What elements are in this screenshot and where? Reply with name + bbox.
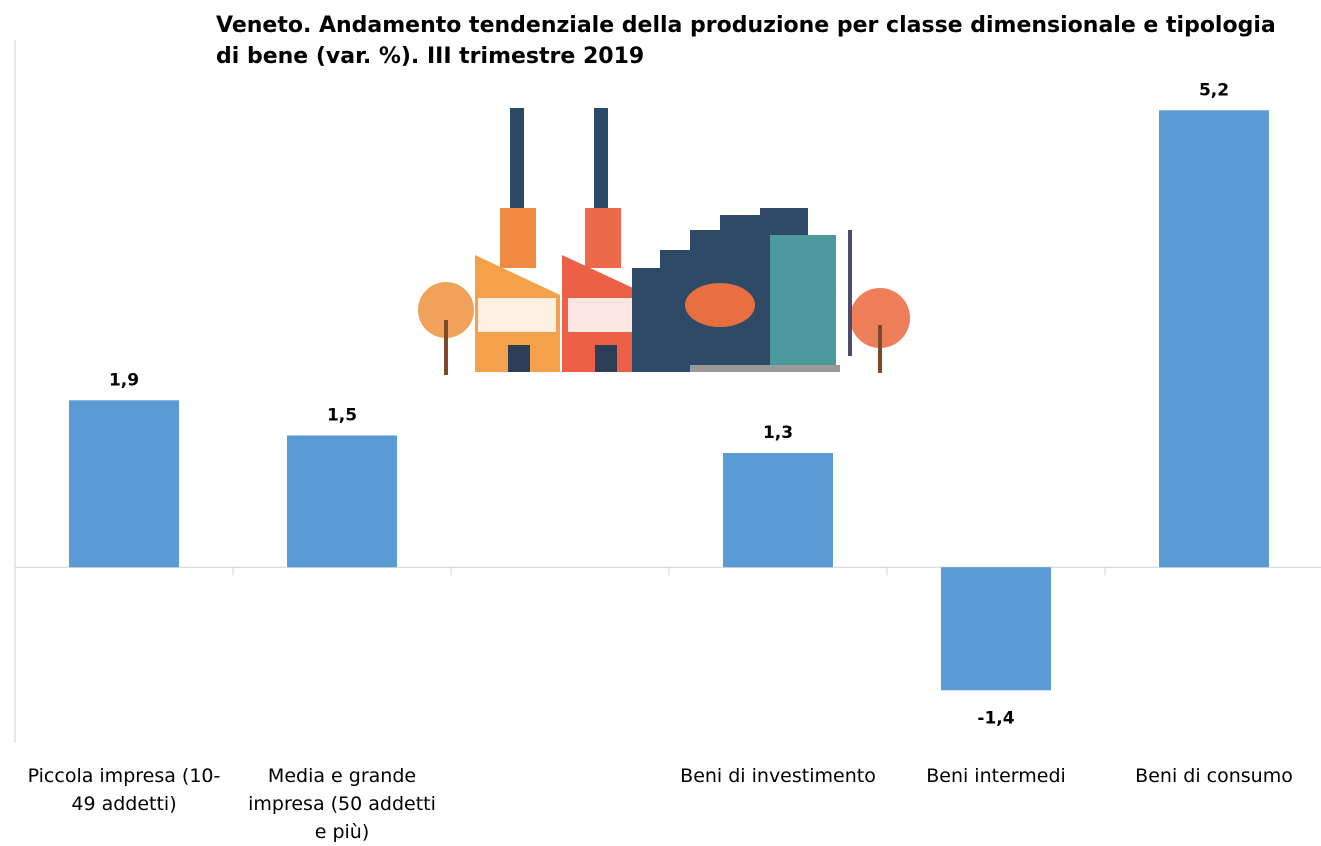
chart-title: Veneto. Andamento tendenziale della prod… — [216, 13, 1276, 69]
bar — [941, 567, 1051, 691]
x-tick-label: Beni intermedi — [926, 765, 1066, 787]
bar — [287, 435, 397, 568]
value-label: 1,9 — [109, 370, 139, 390]
x-tick-label: Beni di investimento — [680, 765, 876, 787]
value-label: -1,4 — [977, 708, 1014, 728]
x-tick-label: Media e grande impresa (50 addetti e più… — [248, 765, 436, 843]
value-label: 1,3 — [763, 423, 793, 443]
value-label: 5,2 — [1199, 80, 1229, 100]
factory-illustration — [418, 108, 910, 375]
bar — [69, 400, 179, 568]
value-label: 1,5 — [327, 405, 357, 425]
x-tick-label: Beni di consumo — [1135, 765, 1293, 787]
bar — [723, 453, 833, 568]
x-tick-label: Piccola impresa (10-49 addetti) — [27, 765, 221, 815]
bar — [1159, 110, 1269, 568]
